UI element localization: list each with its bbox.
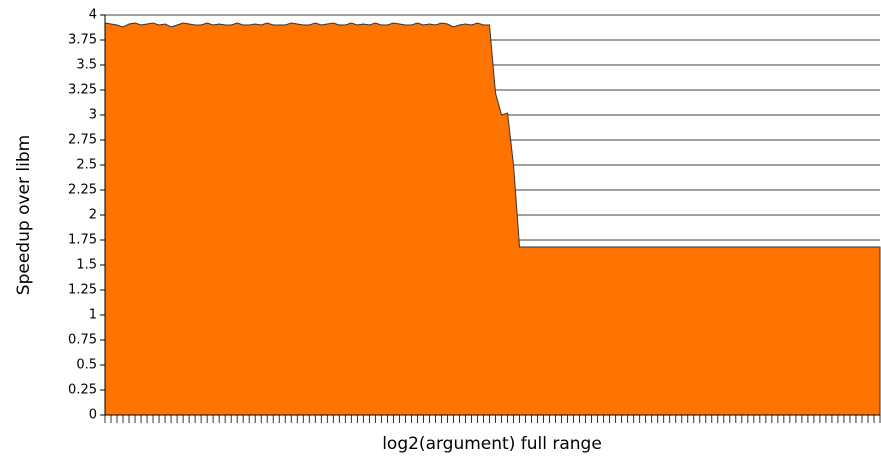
- y-tick-label: 0: [89, 408, 97, 423]
- y-tick-label: 2.25: [68, 183, 97, 198]
- y-tick-label: 3.75: [68, 33, 97, 48]
- y-tick-label: 3.25: [68, 83, 97, 98]
- area: [104, 22, 881, 416]
- y-tick-label: 1.25: [68, 283, 97, 298]
- y-tick-label: 3.5: [76, 58, 97, 73]
- x-axis-title: log2(argument) full range: [382, 434, 602, 454]
- y-tick-label: 2: [89, 208, 97, 223]
- y-tick-label: 0.25: [68, 383, 97, 398]
- y-tick-label: 1: [89, 308, 97, 323]
- y-tick-label: 1.5: [76, 258, 97, 273]
- y-axis-title: Speedup over libm: [14, 135, 34, 295]
- y-tick-label: 2.5: [76, 158, 97, 173]
- y-tick-label: 0.75: [68, 333, 97, 348]
- y-tick-label: 4: [89, 8, 97, 23]
- y-tick-label: 0.5: [76, 358, 97, 373]
- y-tick-label: 2.75: [68, 133, 97, 148]
- y-tick-label: 1.75: [68, 233, 97, 248]
- y-tick-label: 3: [89, 108, 97, 123]
